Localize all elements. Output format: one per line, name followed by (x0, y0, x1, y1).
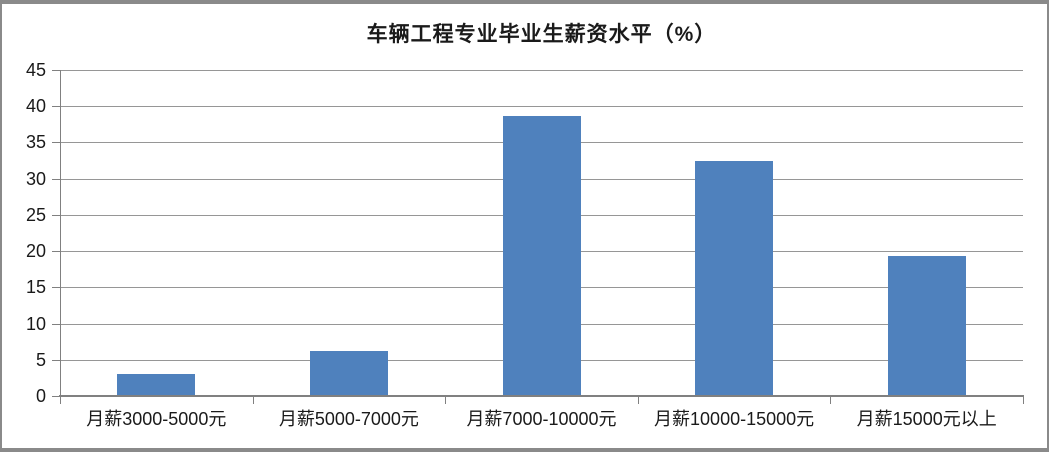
x-axis-line (59, 395, 1024, 397)
x-axis-tick (830, 397, 832, 404)
bar-月薪3000-5000元 (117, 374, 196, 396)
x-axis-tick (445, 397, 447, 404)
y-axis-tick (52, 287, 60, 289)
gridline (60, 106, 1023, 108)
y-axis-tick (52, 214, 60, 216)
y-axis-tick (52, 359, 60, 361)
y-axis-tick (52, 106, 60, 108)
y-axis-tick (52, 142, 60, 144)
x-axis-category-label: 月薪10000-15000元 (654, 409, 815, 429)
x-axis-tick (252, 397, 254, 404)
bar-月薪7000-10000元 (502, 115, 581, 396)
bar-月薪15000元以上 (887, 256, 966, 396)
x-axis-category-label: 月薪5000-7000元 (278, 409, 419, 429)
gridline (60, 70, 1023, 71)
x-axis-category-label: 月薪3000-5000元 (86, 409, 227, 429)
x-axis-category-label: 月薪15000元以上 (856, 409, 997, 429)
y-axis-tick-label: 5 (35, 349, 46, 370)
plot-area: 0 5 10 15 20 25 30 35 40 45 月薪3000-5000元 月薪5000-700… (2, 4, 1047, 448)
y-axis-tick-label: 40 (25, 96, 46, 117)
x-axis-category-label: 月薪7000-10000元 (466, 409, 617, 429)
bar-月薪5000-7000元 (309, 351, 388, 396)
y-axis-tick-label: 0 (35, 386, 46, 406)
y-axis-tick-label: 30 (25, 168, 46, 189)
y-axis-tick-label: 25 (25, 204, 46, 225)
bar-月薪10000-15000元 (695, 160, 774, 396)
y-axis-tick (52, 251, 60, 253)
x-axis-tick (60, 397, 61, 404)
y-axis-tick (52, 70, 60, 71)
x-axis-tick (1023, 397, 1024, 404)
y-axis-tick (52, 323, 60, 325)
y-axis-tick-label: 20 (25, 241, 46, 262)
y-axis-tick-label: 15 (25, 277, 46, 298)
y-axis-tick-label: 45 (25, 60, 46, 80)
y-axis-tick-label: 35 (25, 132, 46, 153)
y-axis-tick-label: 10 (25, 313, 46, 334)
y-axis-tick (52, 396, 60, 397)
chart-title: 车辆工程专业毕业生薪资水平（%） (366, 23, 717, 46)
y-axis-tick (52, 178, 60, 180)
y-axis-line (60, 70, 61, 397)
x-axis-tick (637, 397, 639, 404)
